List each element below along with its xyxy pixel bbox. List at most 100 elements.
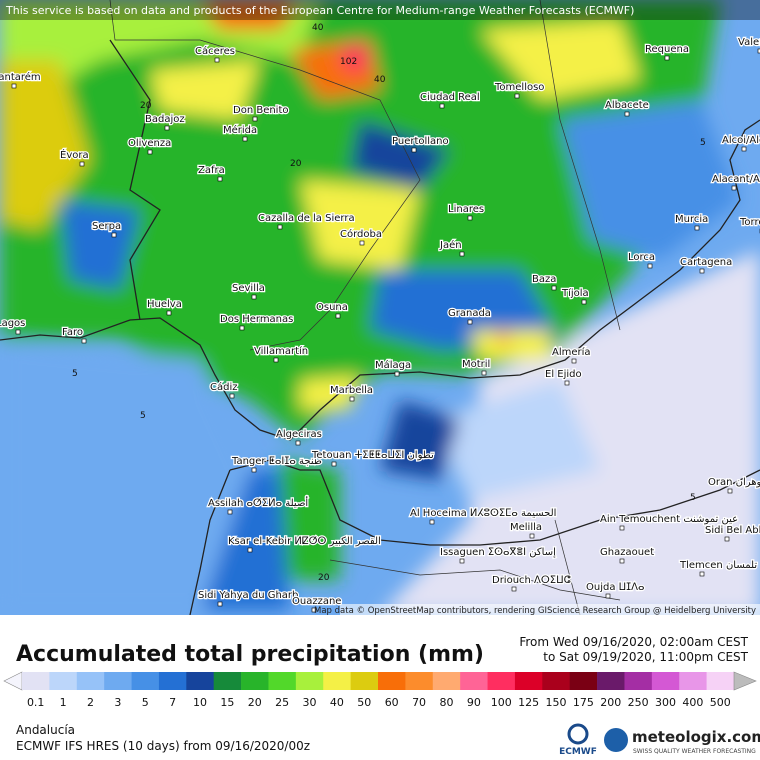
legend-tick-label: 30 [303, 696, 317, 709]
contour-label: 20 [290, 159, 302, 169]
city-dot [15, 329, 21, 335]
city-dot [481, 370, 487, 376]
legend-swatch [542, 672, 570, 690]
legend-tick-label: 15 [220, 696, 234, 709]
legend-arrow-right [733, 671, 757, 691]
legend-swatch [22, 672, 50, 690]
city-dot [311, 607, 317, 613]
legend-tick-label: 400 [682, 696, 703, 709]
city-label: Murcia [675, 214, 708, 225]
city-dot [699, 571, 705, 577]
brand: meteologix.com [632, 728, 760, 746]
legend-tick-label: 7 [169, 696, 176, 709]
legend-swatch [213, 672, 242, 690]
legend-tick-label: 2 [87, 696, 94, 709]
period-from: From Wed 09/16/2020, 02:00am CEST [519, 635, 748, 649]
legend-swatch [295, 672, 324, 690]
city-label: Málaga [375, 359, 411, 371]
city-label: Almería [552, 346, 591, 358]
city-label: Tlemcen تلمسان [679, 560, 757, 571]
city-label: Valencia [738, 37, 760, 48]
legend-swatch [460, 672, 488, 690]
contour-label: 40 [312, 23, 324, 33]
legend-tick-label: 80 [439, 696, 453, 709]
city-dot [242, 136, 248, 142]
city-dot [359, 240, 365, 246]
city-dot [619, 525, 625, 531]
legend-swatch [487, 672, 516, 690]
city-label: Motril [462, 359, 490, 370]
contour-label: 5 [690, 493, 696, 503]
city-label: Torrevieja [739, 217, 760, 228]
legend-swatch [597, 672, 625, 690]
tagline: SWISS QUALITY WEATHER FORECASTING [633, 748, 756, 755]
city-dot [79, 161, 85, 167]
city-label: Alacant/Alicante [712, 174, 760, 185]
legend-tick-label: 25 [275, 696, 289, 709]
city-dot [727, 488, 733, 494]
legend-tick-label: 70 [412, 696, 426, 709]
legend-tick-label: 10 [193, 696, 207, 709]
contour-label: 5 [140, 411, 146, 421]
city-dot [111, 232, 117, 238]
legend-swatch [706, 672, 735, 690]
legend-bar: 0.1 1 2 3 5 7 10 15 20 25 30 40 50 60 70 80 90 100 125 150 1… [3, 671, 757, 709]
city-dot [467, 319, 473, 325]
legend-swatch [186, 672, 214, 690]
legend-swatch [405, 672, 434, 690]
city-dot [252, 116, 258, 122]
city-dot [564, 380, 570, 386]
city-dot [164, 125, 170, 131]
city-dot [439, 103, 445, 109]
city-label: Cartagena [680, 257, 732, 268]
city-dot [273, 357, 279, 363]
legend-swatch [624, 672, 653, 690]
city-dot [551, 285, 557, 291]
city-dot [467, 215, 473, 221]
city-label: Cazalla de la Sierra [258, 213, 355, 224]
city-dot [277, 224, 283, 230]
legend-swatch [241, 672, 269, 690]
legend-tick-label: 40 [330, 696, 344, 709]
city-dot [699, 268, 705, 274]
map: 102 40 40 20 20 5 5 5 20 5 Cáceres Requena Valencia… [0, 0, 760, 615]
city-labels: Cáceres Requena Valencia Tomelloso Ciudad Re… [0, 36, 760, 613]
legend-title: Accumulated total precipitation (mm) [16, 642, 484, 667]
city-label: Ghazaouet [600, 547, 654, 558]
legend-tick-label: 1 [60, 696, 67, 709]
city-dot [331, 461, 337, 467]
contour-label: 20 [318, 573, 330, 583]
legend-tick-label: 0.1 [27, 696, 45, 709]
city-label: Don Benito [233, 105, 289, 116]
city-label: Osuna [316, 302, 348, 313]
legend-tick-label: 300 [655, 696, 676, 709]
city-dot [227, 509, 233, 515]
city-dot [217, 176, 223, 182]
city-label: Sidi Bel Abbès [705, 524, 760, 536]
city-label: Tetouan ⵜⵉⵟⵟⴰⵡⵉⵏ تطوان [311, 450, 434, 461]
city-label: Melilla [510, 522, 542, 533]
city-label: Ciudad Real [420, 92, 480, 103]
city-label: Oujda ⵡⵊⴷⴰ [586, 582, 645, 593]
legend-swatch [76, 672, 105, 690]
legend-tick-label: 50 [357, 696, 371, 709]
contour-label: 20 [140, 101, 152, 111]
city-label: Zafra [198, 165, 225, 176]
city-dot [217, 601, 223, 607]
region: Andalucía [16, 723, 75, 737]
contour-label: 5 [72, 369, 78, 379]
city-label: Ouazzane [292, 596, 341, 607]
city-dot [166, 310, 172, 316]
legend-swatch [268, 672, 297, 690]
city-label: Puertollano [392, 136, 449, 147]
city-label: Faro [62, 327, 83, 338]
city-dot [724, 536, 730, 542]
legend-swatch [350, 672, 379, 690]
city-dot [731, 185, 737, 191]
legend-tick-label: 90 [467, 696, 481, 709]
legend-tick-label: 60 [385, 696, 399, 709]
city-label: Baza [532, 274, 556, 285]
contour-label: 5 [700, 138, 706, 148]
city-label: Sidi Yahya du Gharb [198, 590, 298, 601]
city-dot [664, 55, 670, 61]
